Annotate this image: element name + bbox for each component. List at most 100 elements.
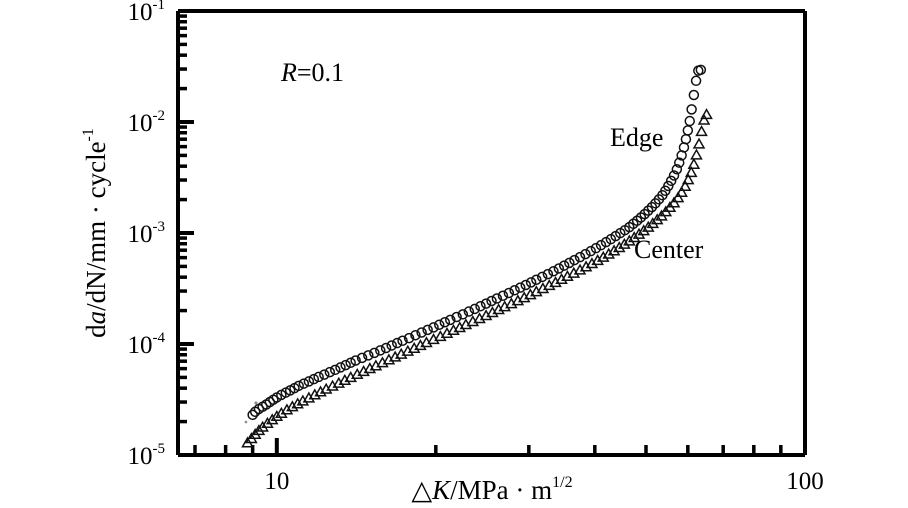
- y-axis-tick-label: 10-5: [128, 441, 166, 470]
- data-point-edge: [564, 257, 575, 269]
- data-point-center: [623, 234, 636, 246]
- data-point-center: [252, 424, 266, 436]
- data-point-center: [286, 400, 299, 412]
- scan-specks: [244, 401, 258, 424]
- data-point-edge: [525, 277, 537, 288]
- data-point-center: [697, 113, 711, 125]
- data-point-center: [265, 413, 279, 425]
- data-point-edge: [686, 104, 697, 115]
- data-point-edge: [345, 357, 356, 368]
- data-point-edge: [298, 378, 310, 389]
- data-point-edge: [457, 309, 469, 320]
- data-point-center: [291, 397, 304, 409]
- data-point-edge: [380, 342, 392, 354]
- data-point-edge: [574, 251, 586, 263]
- data-point-center: [692, 137, 706, 149]
- data-point-center: [687, 157, 701, 169]
- data-point-center: [684, 166, 698, 178]
- data-point-edge: [350, 355, 361, 366]
- data-point-edge: [480, 298, 492, 309]
- data-point-edge: [531, 274, 542, 286]
- y-axis-tick-labels: 10-5 10-4 10-3 10-2 10-1: [128, 0, 166, 470]
- data-point-edge: [674, 157, 685, 168]
- data-point-center: [678, 179, 692, 191]
- y-axis-title: da/dN/mm · cycle-1: [80, 128, 111, 338]
- data-point-center: [579, 260, 593, 272]
- data-point-edge: [397, 335, 408, 346]
- data-point-edge: [486, 295, 497, 307]
- data-point-edge: [422, 324, 433, 336]
- data-point-edge: [428, 322, 439, 333]
- data-point-edge: [303, 376, 315, 387]
- data-point-edge: [308, 373, 320, 385]
- data-point-center: [627, 231, 641, 243]
- annotation-center-label: Center: [634, 235, 704, 264]
- data-point-edge: [491, 293, 503, 304]
- data-point-edge: [639, 208, 650, 220]
- data-point-center: [314, 385, 327, 397]
- data-point-edge: [580, 248, 591, 260]
- data-point-center: [591, 254, 604, 266]
- data-point-edge: [410, 329, 421, 341]
- data-point-edge: [363, 350, 374, 361]
- y-axis-tick-label: 10-4: [128, 330, 166, 359]
- annotation-stress-ratio: R=0.1: [280, 58, 344, 87]
- series-edge-markers: [247, 64, 707, 421]
- series-center-markers: [241, 108, 713, 448]
- data-point-edge: [451, 311, 462, 323]
- data-point-edge: [695, 64, 707, 76]
- data-point-center: [261, 416, 274, 428]
- x-axis-ticks: [193, 438, 807, 455]
- x-axis-tick-labels: 10 100: [264, 468, 823, 495]
- data-point-center: [695, 125, 708, 137]
- data-point-edge: [497, 290, 509, 302]
- x-axis-tick-label: 10: [264, 468, 289, 495]
- data-point-edge: [665, 175, 677, 187]
- data-point-edge: [475, 300, 486, 312]
- data-point-center: [308, 388, 322, 400]
- data-point-edge: [548, 266, 559, 277]
- data-point-edge: [319, 369, 330, 380]
- data-point-center: [602, 247, 616, 259]
- data-point-edge: [375, 345, 386, 356]
- data-point-center: [612, 241, 626, 253]
- data-point-edge: [684, 115, 695, 127]
- y-axis-tick-label: 10-2: [128, 108, 166, 137]
- annotation-edge-label: Edge: [610, 123, 663, 152]
- data-point-edge: [329, 364, 341, 376]
- data-point-edge: [335, 362, 346, 373]
- y-axis-tick-label: 10-3: [128, 219, 166, 248]
- data-point-edge: [690, 75, 702, 87]
- data-point-edge: [553, 263, 565, 274]
- data-point-edge: [386, 340, 397, 351]
- data-point-edge: [585, 245, 597, 257]
- data-point-edge: [520, 279, 531, 291]
- data-point-edge: [663, 180, 674, 192]
- data-point-edge: [688, 89, 700, 101]
- data-point-edge: [340, 359, 351, 371]
- data-point-edge: [643, 205, 654, 216]
- data-point-edge: [403, 332, 415, 344]
- data-point-edge: [671, 164, 683, 175]
- data-point-center: [280, 403, 294, 415]
- data-point-edge: [515, 282, 526, 293]
- data-point-edge: [439, 317, 451, 328]
- data-point-center: [700, 108, 713, 120]
- data-point-edge: [503, 287, 515, 299]
- data-point-edge: [445, 314, 456, 326]
- data-point-center: [632, 227, 646, 239]
- data-point-edge: [247, 409, 258, 421]
- data-point-edge: [416, 327, 427, 338]
- data-point-center: [607, 244, 621, 256]
- data-point-edge: [469, 303, 481, 315]
- data-point-edge: [558, 260, 570, 271]
- data-point-center: [675, 185, 688, 197]
- data-point-edge: [369, 347, 380, 359]
- data-point-edge: [569, 254, 580, 266]
- data-point-center: [618, 237, 631, 249]
- data-point-center: [637, 224, 650, 236]
- data-point-edge: [590, 242, 602, 254]
